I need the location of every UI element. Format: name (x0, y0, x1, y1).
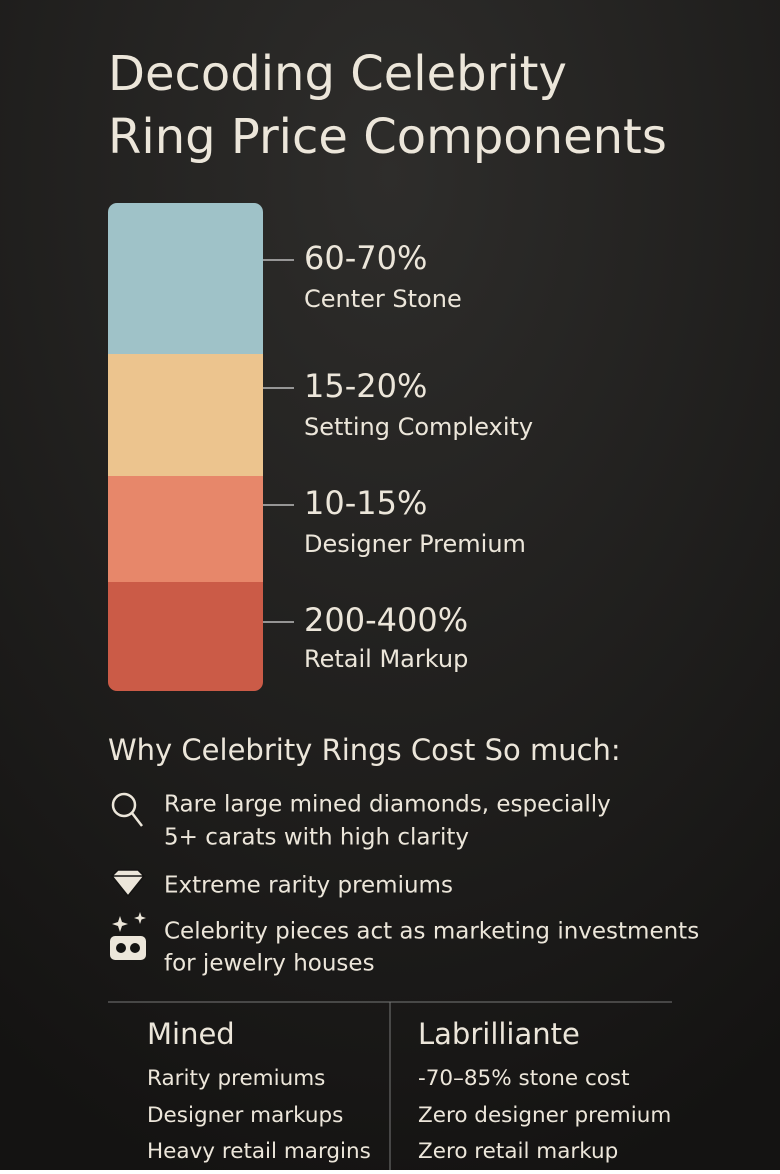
component-share: 10-15% (304, 484, 427, 522)
reason-text: Rare large mined diamonds, especially (164, 792, 611, 818)
icon-sparkle (110, 912, 146, 960)
component-label: Setting Complexity (304, 413, 533, 441)
reasons-heading: Why Celebrity Rings Cost So much: (108, 733, 621, 767)
reason-text: 5+ carats with high clarity (164, 825, 469, 851)
connectors (263, 259, 294, 623)
segment (108, 203, 263, 354)
component-share: 15-20% (304, 367, 427, 405)
column-item: Heavy retail margins (147, 1139, 371, 1164)
column-item: Zero retail markup (418, 1139, 618, 1164)
component-share: 200-400% (304, 601, 468, 639)
reason-text: Celebrity pieces act as marketing invest… (164, 919, 699, 945)
reason-text: for jewelry houses (164, 951, 375, 977)
icon-diamond (110, 869, 146, 898)
component-share: 60-70% (304, 239, 427, 277)
icon-search (111, 792, 143, 827)
component-label: Retail Markup (304, 645, 468, 673)
reason-text: Extreme rarity premiums (164, 873, 453, 899)
column-title: Labrilliante (418, 1017, 580, 1051)
column-item: Rarity premiums (147, 1066, 325, 1091)
column-title: Mined (147, 1017, 235, 1051)
segment (108, 354, 263, 476)
stacked-bar (108, 203, 263, 691)
title-line: Ring Price Components (108, 109, 667, 165)
segment (108, 582, 263, 691)
component-label: Designer Premium (304, 530, 526, 558)
component-label: Center Stone (304, 285, 462, 313)
segment (108, 476, 263, 582)
title-line: Decoding Celebrity (108, 46, 567, 102)
column-item: -70–85% stone cost (418, 1066, 630, 1091)
column-item: Designer markups (147, 1103, 343, 1128)
column-item: Zero designer premium (418, 1103, 671, 1128)
